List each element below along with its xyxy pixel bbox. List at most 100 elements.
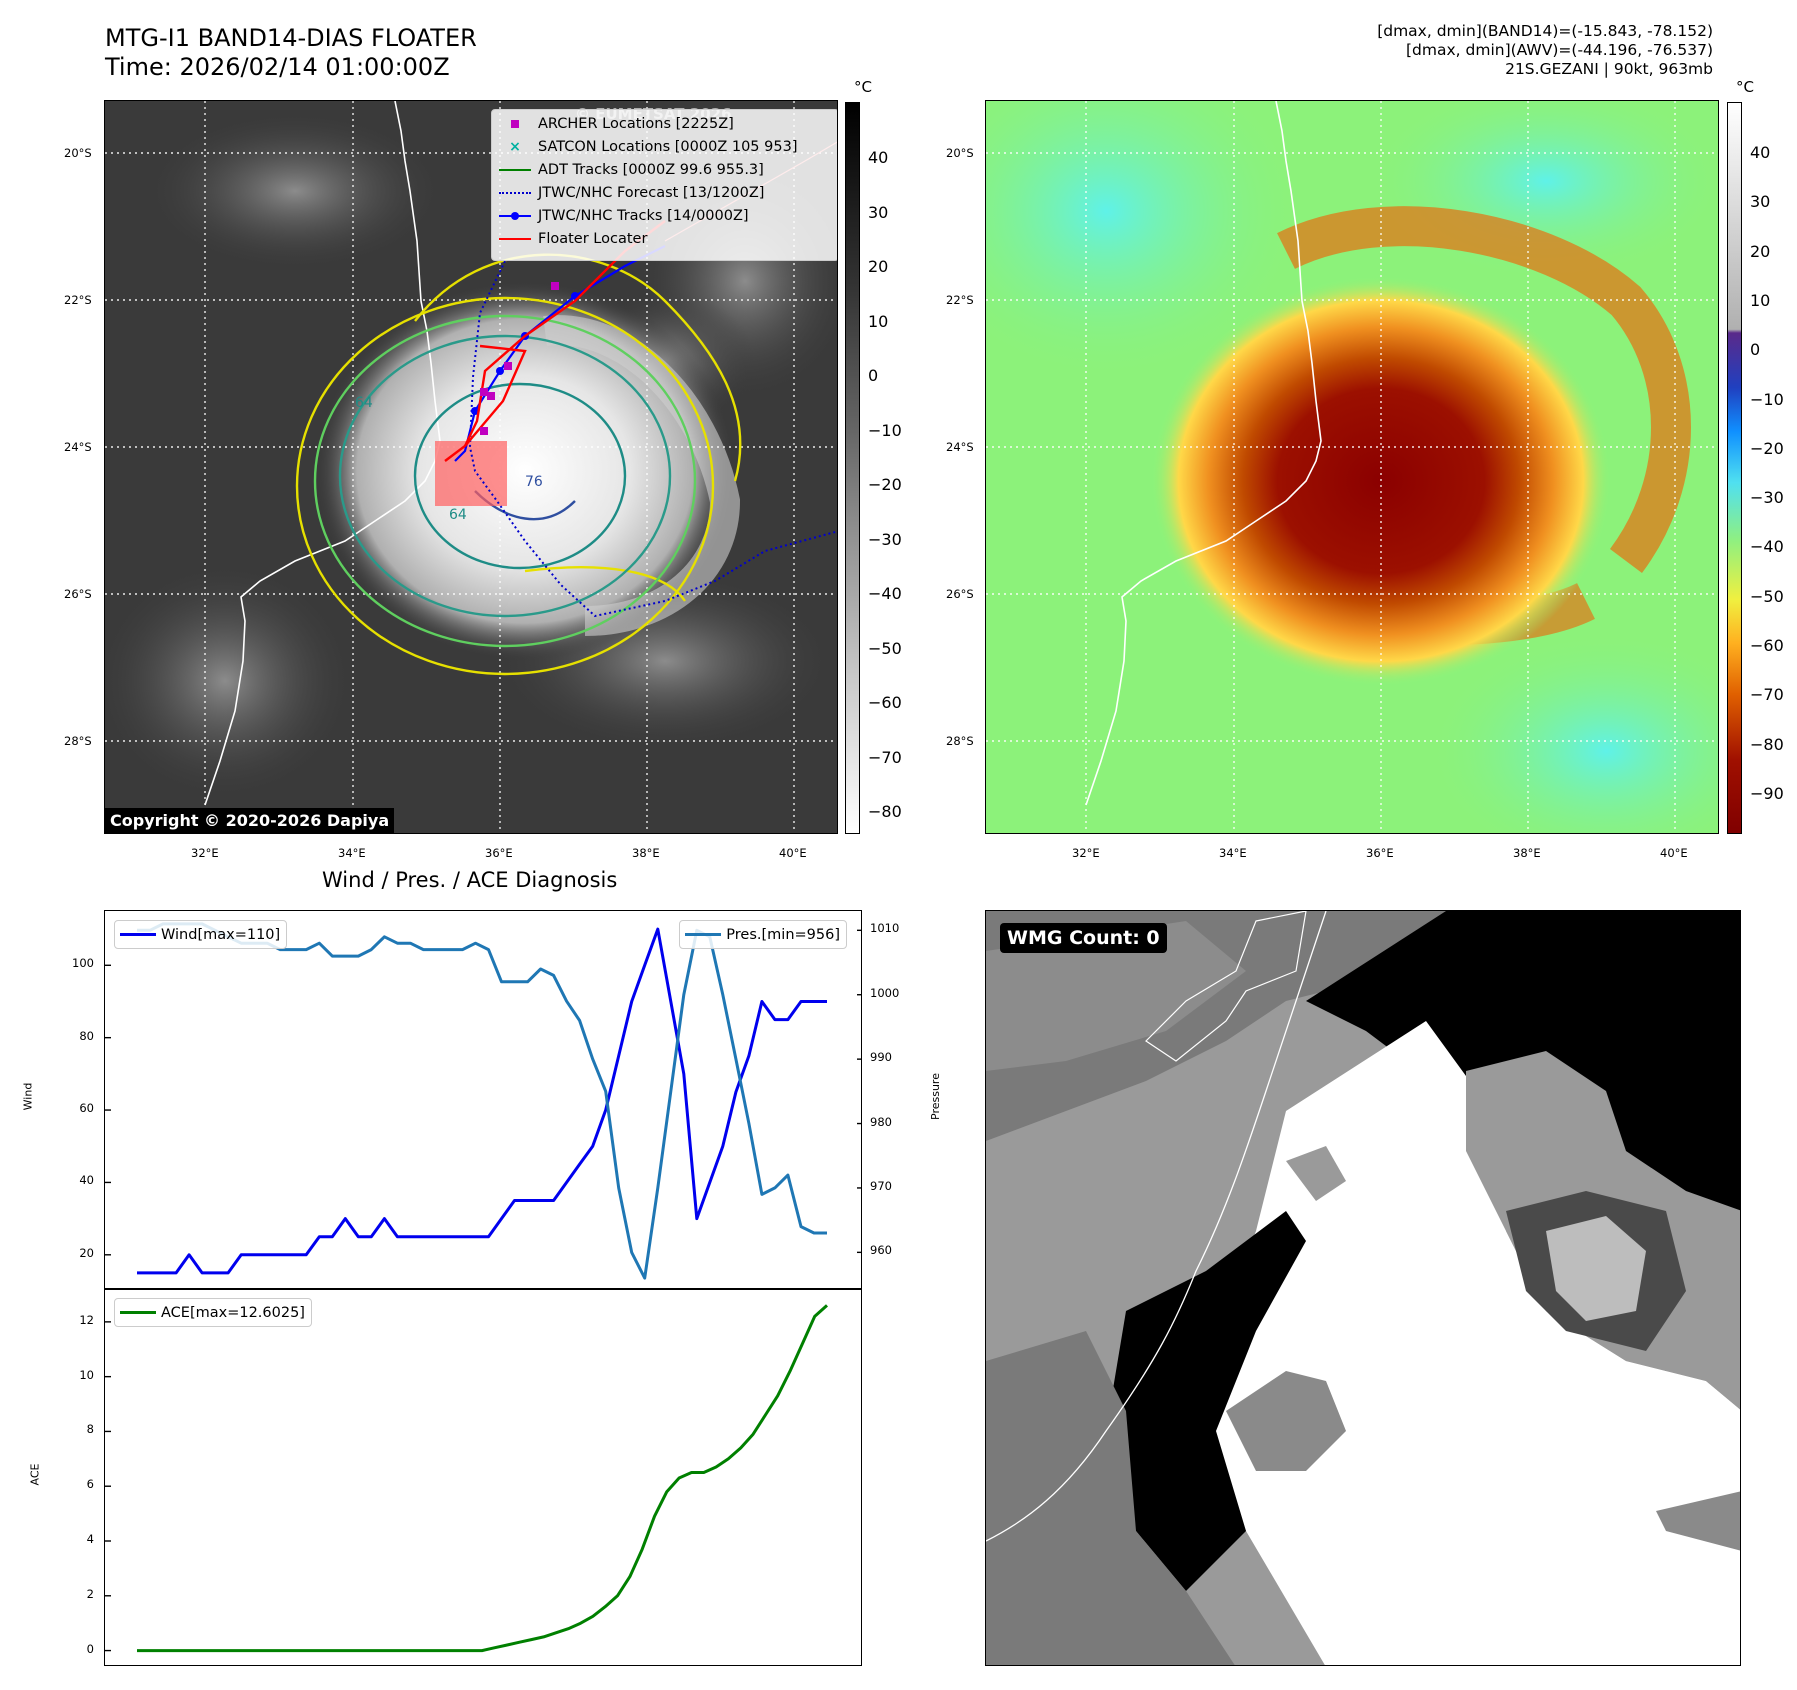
lon-tick: 40°E xyxy=(1660,846,1688,860)
lon-tick: 36°E xyxy=(1366,846,1394,860)
lat-tick: 22°S xyxy=(946,293,974,307)
legend-item: × SATCON Locations [0000Z 105 953] xyxy=(509,138,798,155)
colorbar-tick: −50 xyxy=(1750,586,1784,606)
legend-item: Pres.[min=956] xyxy=(680,923,840,946)
ace-legend: ACE[max=12.6025] xyxy=(114,1298,312,1327)
ace-series-line xyxy=(137,1304,828,1653)
legend-item: JTWC/NHC Forecast [13/1200Z] xyxy=(492,181,837,204)
lon-tick: 32°E xyxy=(1072,846,1100,860)
color-colorbar xyxy=(1727,102,1742,834)
colorbar-unit: °C xyxy=(854,78,872,96)
wind-tick-label: 60 xyxy=(79,1101,94,1116)
lat-tick: 26°S xyxy=(946,587,974,601)
pressure-tick-label: 990 xyxy=(870,1050,892,1065)
ace-tick-label: 12 xyxy=(79,1312,94,1327)
diagnosis-title: Wind / Pres. / ACE Diagnosis xyxy=(322,868,618,892)
awv-map-panel xyxy=(985,100,1719,834)
colorbar-tick: −20 xyxy=(868,475,902,494)
wind-tick-label: 40 xyxy=(79,1173,94,1188)
chart-title: MTG-I1 BAND14-DIAS FLOATER Time: 2026/02/… xyxy=(105,24,477,81)
legend-item: JTWC/NHC Tracks [14/0000Z] xyxy=(492,204,837,227)
colorbar-tick: −90 xyxy=(1750,783,1784,803)
legend-item: ADT Tracks [0000Z 99.6 955.3] xyxy=(492,158,837,181)
pressure-series-line xyxy=(137,922,827,1280)
lat-tick: 20°S xyxy=(64,146,92,160)
colorbar-tick: 0 xyxy=(1750,340,1761,360)
colorbar-tick: −40 xyxy=(1750,537,1784,557)
lon-tick: 38°E xyxy=(1513,846,1541,860)
lat-tick: 28°S xyxy=(946,734,974,748)
ace-tick-label: 0 xyxy=(86,1641,94,1656)
colorbar-tick: −30 xyxy=(1750,488,1784,508)
colorbar-tick: −70 xyxy=(1750,685,1784,705)
colorbar-tick: 40 xyxy=(1750,143,1771,162)
ir-map-image: 76 64 64 xyxy=(105,101,837,833)
pressure-tick-label: 980 xyxy=(870,1114,892,1129)
wind-axis-label: Wind xyxy=(21,1082,35,1111)
contour-label: 76 xyxy=(525,474,543,490)
colorbar-tick: −10 xyxy=(868,420,902,440)
colorbar-tick: 30 xyxy=(1750,192,1771,212)
colorbar-tick: −60 xyxy=(1750,636,1784,655)
wind-tick-label: 80 xyxy=(79,1028,94,1043)
colorbar-tick: −50 xyxy=(868,638,902,658)
lat-tick: 24°S xyxy=(946,440,974,454)
pressure-legend: Pres.[min=956] xyxy=(679,920,847,949)
ace-tick-label: 2 xyxy=(86,1586,94,1601)
wmg-panel: WMG Count: 0 xyxy=(985,910,1741,1666)
colorbar-tick: 10 xyxy=(1750,290,1771,310)
ace-tick-label: 8 xyxy=(86,1422,94,1437)
awv-map-image xyxy=(986,101,1718,833)
colorbar-tick: −20 xyxy=(1750,438,1784,458)
colorbar-tick: −80 xyxy=(1750,734,1784,754)
colorbar-tick: 10 xyxy=(868,311,889,331)
legend-item: Floater Locater xyxy=(492,227,837,250)
lat-tick: 24°S xyxy=(64,440,92,454)
lon-tick: 34°E xyxy=(1219,846,1247,860)
contour-label: 64 xyxy=(355,395,373,411)
pressure-axis-label: Pressure xyxy=(928,1073,942,1120)
wind-series-line xyxy=(137,927,827,1275)
ace-tick-label: 4 xyxy=(86,1532,94,1546)
colorbar-tick: −80 xyxy=(868,802,902,821)
pressure-tick-label: 1000 xyxy=(870,985,900,1000)
legend-item: ACE[max=12.6025] xyxy=(115,1301,305,1324)
colorbar-tick: −70 xyxy=(868,747,902,767)
ace-tick-label: 6 xyxy=(86,1477,94,1492)
wind-tick-label: 20 xyxy=(79,1245,94,1260)
legend-item: ARCHER Locations [2225Z] xyxy=(492,112,837,135)
colorbar-tick: −10 xyxy=(1750,389,1784,409)
wind-tick-label: 100 xyxy=(72,956,94,971)
wind-pressure-panel: Wind[max=110] Pres.[min=956] xyxy=(104,910,862,1290)
legend-item: Wind[max=110] xyxy=(115,923,280,946)
wmg-image xyxy=(986,911,1740,1665)
ace-panel: ACE[max=12.6025] xyxy=(104,1288,862,1666)
ace-tick-label: 10 xyxy=(79,1367,94,1382)
lon-tick: 32°E xyxy=(191,846,219,860)
colorbar-tick: −30 xyxy=(868,529,902,549)
colorbar-tick: 40 xyxy=(868,148,889,167)
grayscale-colorbar xyxy=(845,102,860,834)
colorbar-tick: −60 xyxy=(868,693,902,712)
lat-tick: 26°S xyxy=(64,587,92,601)
ace-chart xyxy=(105,1304,828,1653)
pressure-tick-label: 970 xyxy=(870,1178,892,1193)
pressure-tick-label: 960 xyxy=(870,1243,892,1258)
wind-legend: Wind[max=110] xyxy=(114,920,288,949)
map-legend: ARCHER Locations [2225Z] × SATCON Locatio… xyxy=(491,109,837,261)
ir-map-panel: 76 64 64 © EUMETSAT 2026 ARCHER Location… xyxy=(104,100,838,834)
lat-tick: 20°S xyxy=(946,146,974,160)
lon-tick: 34°E xyxy=(338,846,366,860)
lat-tick: 28°S xyxy=(64,734,92,748)
colorbar-unit: °C xyxy=(1736,78,1754,96)
colorbar-tick: 0 xyxy=(868,366,879,385)
colorbar-tick: 20 xyxy=(1750,241,1771,261)
contour-label: 64 xyxy=(449,507,467,523)
lon-tick: 36°E xyxy=(485,846,513,860)
ace-axis-label: ACE xyxy=(28,1463,42,1486)
copyright-label: Copyright © 2020-2026 Dapiya xyxy=(105,808,395,833)
lon-tick: 38°E xyxy=(632,846,660,860)
colorbar-tick: 20 xyxy=(868,257,889,276)
colorbar-tick: −40 xyxy=(868,584,902,603)
storm-info: [dmax, dmin](BAND14)=(-15.843, -78.152)[… xyxy=(1377,22,1713,78)
